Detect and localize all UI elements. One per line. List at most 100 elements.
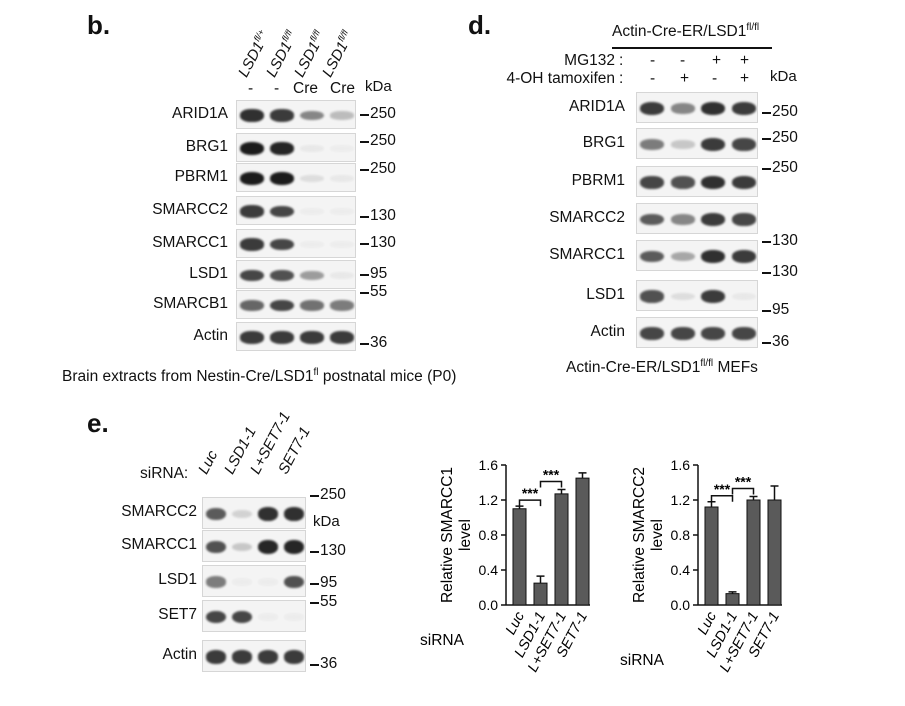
d-marker-label: 130 <box>772 232 798 249</box>
b-band <box>300 208 324 215</box>
y-axis-label: level <box>457 519 474 551</box>
d-condition-colon: : <box>619 52 624 69</box>
d-band <box>731 102 756 115</box>
b-marker-tick <box>360 169 369 171</box>
e-marker-label: 130 <box>320 542 346 559</box>
d-blot-strip <box>636 166 758 197</box>
panel-d-caption: Actin-Cre-ER/LSD1fl/fl MEFs <box>566 358 758 377</box>
b-blot-strip <box>236 163 356 192</box>
d-row-label: ARID1A <box>569 97 625 115</box>
d-marker-tick <box>762 342 771 344</box>
d-band <box>670 140 695 149</box>
bar <box>746 499 761 606</box>
b-band <box>300 110 324 121</box>
significance-label: *** <box>522 485 539 501</box>
b-marker-tick <box>360 292 369 294</box>
d-band <box>731 176 756 189</box>
b-blot-strip <box>236 196 356 225</box>
d-condition-label: 4-OH tamoxifen <box>506 70 615 87</box>
e-band <box>205 650 227 664</box>
y-tick-label: 0.0 <box>671 597 691 613</box>
b-row-label: LSD1 <box>189 264 228 282</box>
significance-bracket <box>710 495 734 502</box>
d-marker-label: 95 <box>772 301 790 318</box>
b-marker-label: 130 <box>370 207 396 224</box>
x-axis-label: siRNA <box>620 652 665 669</box>
d-band <box>670 103 695 114</box>
b-band <box>300 145 324 152</box>
b-band <box>240 300 264 311</box>
b-band <box>270 269 294 282</box>
b-cre-label: - <box>274 80 280 97</box>
significance-bracket <box>539 480 563 488</box>
e-marker-tick <box>310 583 319 585</box>
b-marker-label: 250 <box>370 105 396 122</box>
b-marker-label: 36 <box>370 334 388 351</box>
bar <box>704 506 719 606</box>
d-condition-value: + <box>680 70 690 87</box>
e-band <box>283 575 305 589</box>
e-band <box>205 540 227 554</box>
b-marker-label: 130 <box>370 234 396 251</box>
d-band <box>640 250 665 263</box>
d-band <box>731 138 756 151</box>
b-row-label: SMARCC1 <box>152 233 228 251</box>
d-row-label: BRG1 <box>582 133 625 151</box>
b-band <box>330 145 354 152</box>
bar <box>767 499 782 606</box>
bar <box>533 582 548 606</box>
panel-b-caption: Brain extracts from Nestin-Cre/LSD1fl po… <box>62 367 457 386</box>
e-band <box>205 576 227 588</box>
d-band <box>640 213 665 226</box>
y-axis-label: Relative SMARCC2 <box>631 467 648 603</box>
b-band <box>270 299 294 312</box>
d-blot-strip <box>636 317 758 348</box>
bar <box>554 493 569 606</box>
b-row-label: BRG1 <box>185 137 228 155</box>
b-band <box>330 175 354 182</box>
e-band <box>205 610 227 624</box>
b-marker-tick <box>360 343 369 345</box>
d-band <box>731 213 756 226</box>
b-blot-strip <box>236 133 356 162</box>
d-row-label: SMARCC1 <box>549 245 625 263</box>
e-band <box>258 578 279 585</box>
d-marker-tick <box>762 168 771 170</box>
d-marker-label: 250 <box>772 129 798 146</box>
e-row-label: SMARCC1 <box>121 536 197 553</box>
b-band <box>300 241 324 248</box>
d-band <box>640 139 665 150</box>
e-lane-label: Luc <box>194 447 222 477</box>
d-band <box>640 176 665 189</box>
e-marker-label: 55 <box>320 593 338 610</box>
d-marker-tick <box>762 112 771 114</box>
b-band <box>300 331 324 344</box>
d-condition-label: MG132 <box>564 52 615 69</box>
d-blot-strip <box>636 203 758 234</box>
d-condition-colon: : <box>619 70 624 87</box>
b-row-label: Actin <box>193 326 228 344</box>
e-blot-strip <box>202 565 306 597</box>
b-kda-label: kDa <box>365 78 392 95</box>
d-marker-label: 36 <box>772 333 790 350</box>
e-band <box>258 613 279 620</box>
d-condition-value: + <box>712 52 722 69</box>
d-band <box>731 292 756 301</box>
e-row-label: LSD1 <box>158 571 197 588</box>
e-row-label: SMARCC2 <box>121 503 197 520</box>
b-marker-label: 55 <box>370 283 388 300</box>
b-band <box>330 300 354 311</box>
d-marker-label: 130 <box>772 263 798 280</box>
b-band <box>330 331 354 344</box>
y-tick-label: 1.6 <box>671 457 691 473</box>
b-marker-tick <box>360 274 369 276</box>
b-band <box>240 238 264 251</box>
e-blot-strip <box>202 600 306 632</box>
b-band <box>240 269 264 282</box>
d-row-label: LSD1 <box>586 285 625 303</box>
significance-label: *** <box>714 481 731 497</box>
d-marker-tick <box>762 241 771 243</box>
b-row-label: SMARCB1 <box>153 294 228 312</box>
d-band <box>640 102 665 115</box>
e-marker-label: 36 <box>320 655 338 672</box>
